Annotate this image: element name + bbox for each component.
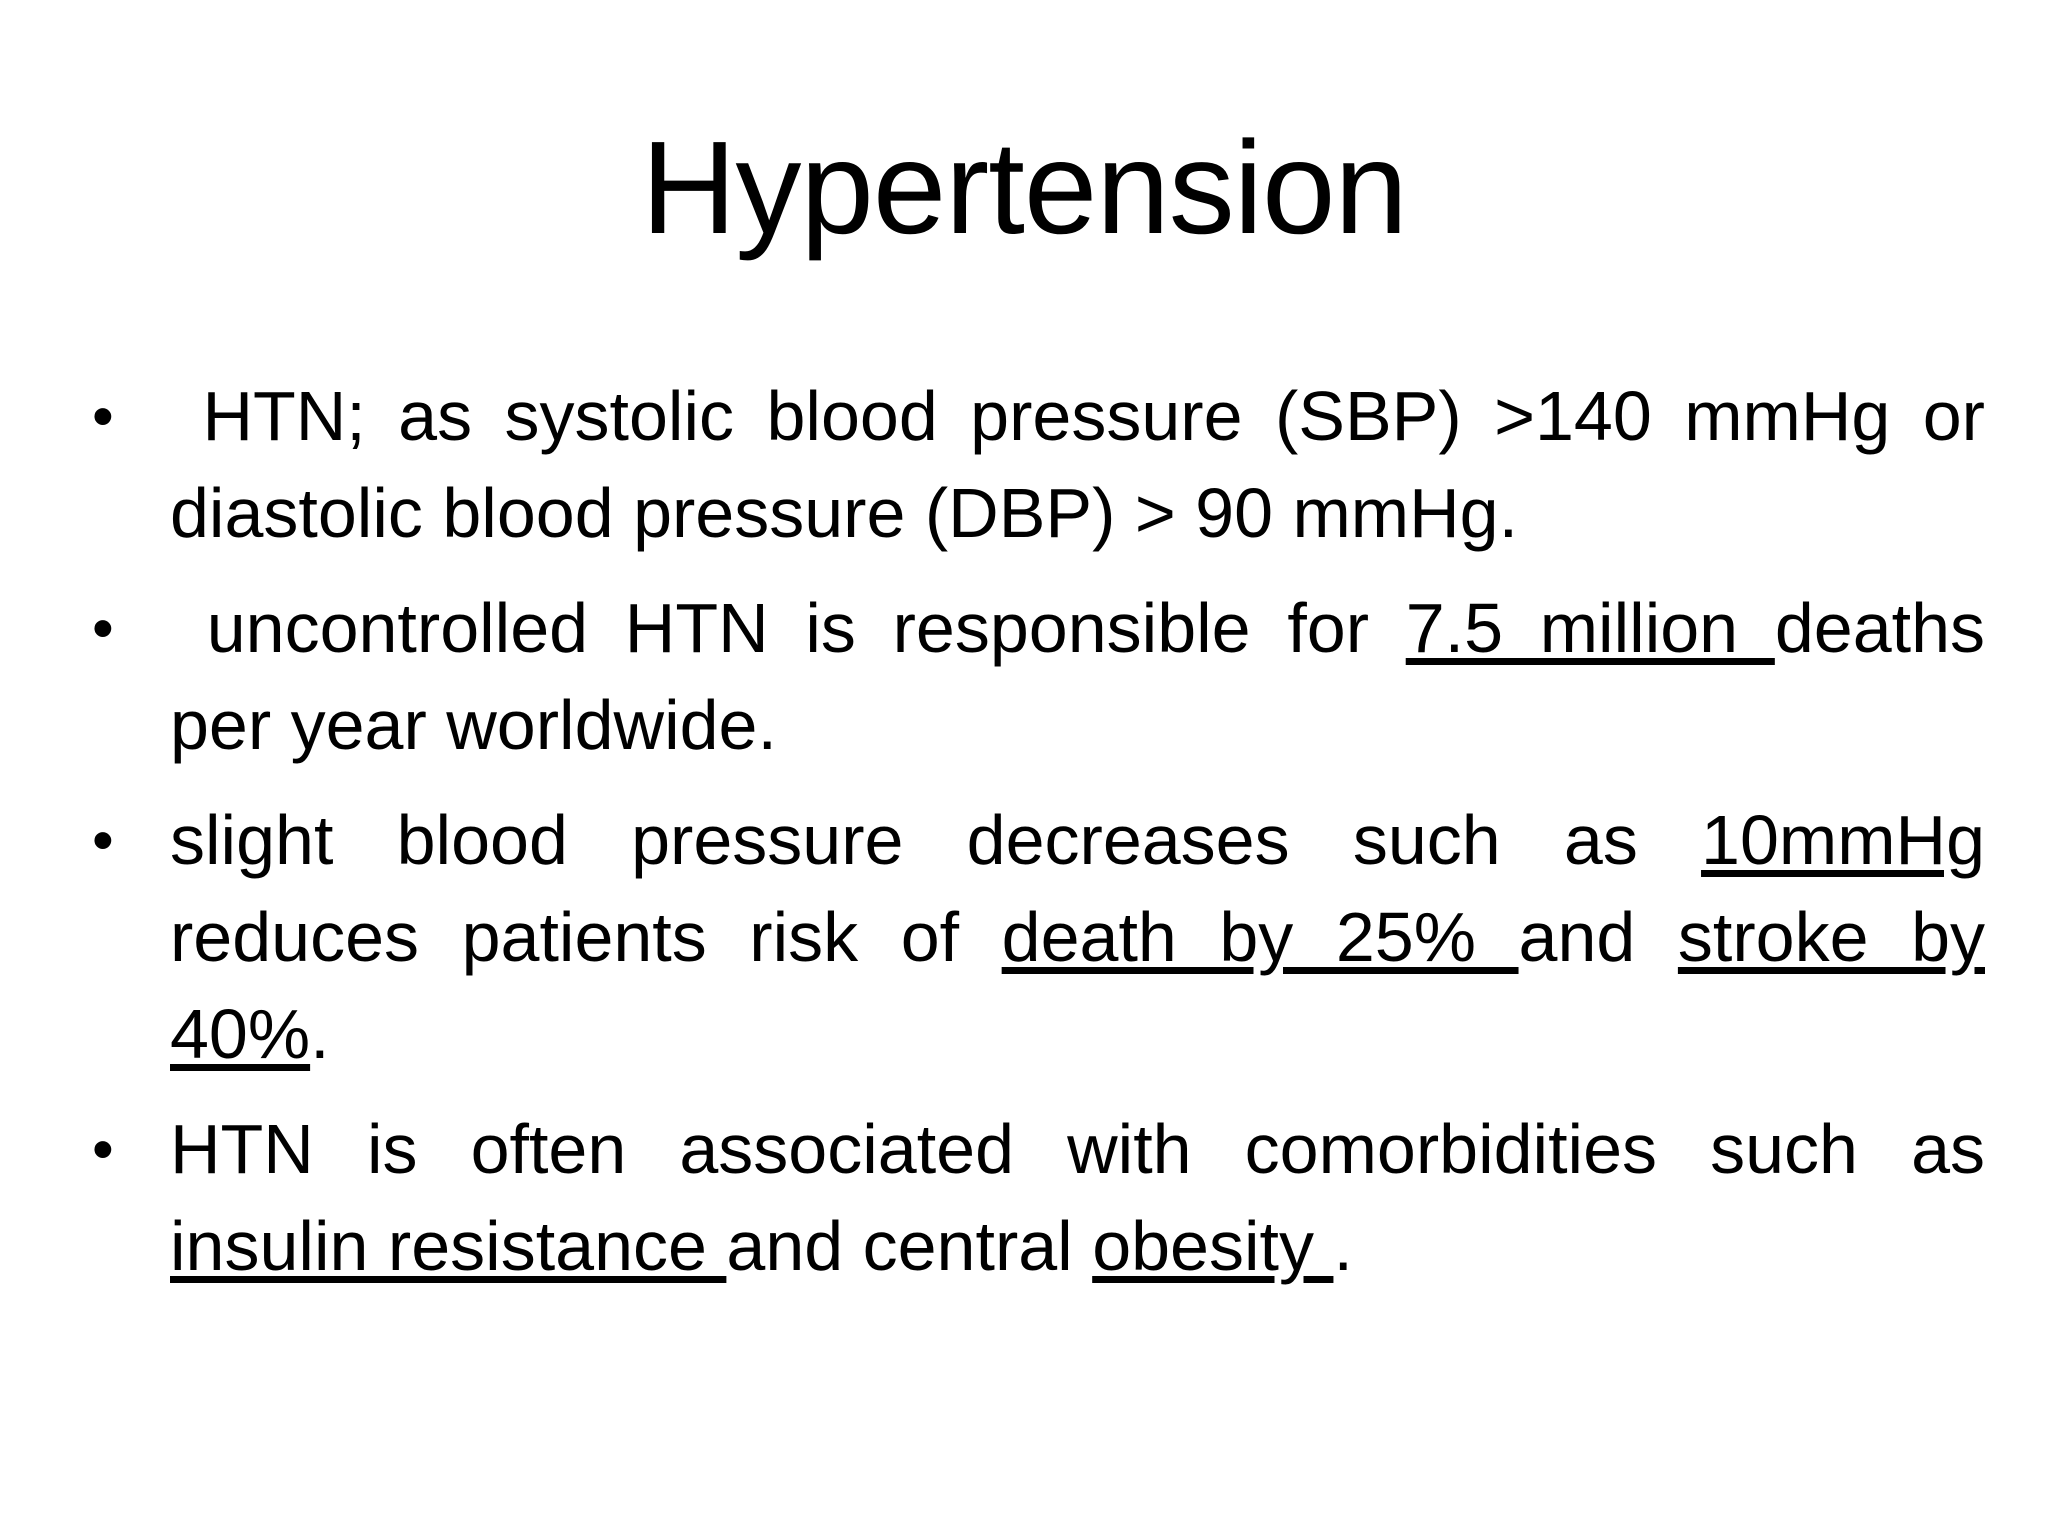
underlined-text: death by 25%	[1001, 898, 1519, 976]
text-segment: per year worldwide.	[170, 686, 777, 764]
bullet-line: uncontrolled HTN is responsible for 7.5 …	[170, 580, 1985, 677]
text-segment: HTN; as systolic blood pressure (SBP) >1…	[170, 377, 1985, 455]
bullet-line: diastolic blood pressure (DBP) > 90 mmHg…	[170, 465, 1985, 562]
text-segment: deaths	[1774, 589, 1985, 667]
text-segment: slight blood pressure decreases such as	[170, 801, 1702, 879]
text-segment: .	[1333, 1207, 1353, 1285]
slide-title: Hypertension	[641, 114, 1408, 261]
bullet-line: per year worldwide.	[170, 677, 1985, 774]
text-segment: uncontrolled HTN is responsible for	[170, 589, 1406, 667]
underlined-text: 40%	[170, 995, 311, 1073]
bullet-line: HTN is often associated with comorbiditi…	[170, 1101, 1985, 1198]
text-segment: .	[310, 995, 330, 1073]
underlined-text: obesity	[1092, 1207, 1334, 1285]
bullet-line: HTN; as systolic blood pressure (SBP) >1…	[170, 368, 1985, 465]
bullet-icon: •	[92, 382, 114, 451]
bullet-line: slight blood pressure decreases such as …	[170, 792, 1985, 889]
text-segment: HTN is often associated with comorbiditi…	[170, 1110, 1985, 1188]
bullet-icon: •	[92, 1115, 114, 1184]
text-segment: diastolic blood pressure (DBP) > 90 mmHg…	[170, 474, 1519, 552]
text-segment: reduces patients risk of	[170, 898, 1002, 976]
bullet-line: insulin resistance and central obesity .	[170, 1198, 1985, 1295]
text-segment: and	[1518, 898, 1678, 976]
bullet-item: • HTN is often associated with comorbidit…	[92, 1101, 1985, 1295]
underlined-text: stroke by	[1677, 898, 1985, 976]
bullet-line: 40%.	[170, 986, 1985, 1083]
underlined-text: insulin resistance	[170, 1207, 727, 1285]
text-segment: and central	[726, 1207, 1093, 1285]
bullet-item: • uncontrolled HTN is responsible for 7.…	[92, 580, 1985, 774]
bullet-icon: •	[92, 594, 114, 663]
underlined-text: 7.5 million	[1405, 589, 1775, 667]
bullet-item: • HTN; as systolic blood pressure (SBP) …	[92, 368, 1985, 562]
bullet-line: reduces patients risk of death by 25% an…	[170, 889, 1985, 986]
underlined-text: 10mmHg	[1701, 801, 1985, 879]
bullet-list: • HTN; as systolic blood pressure (SBP) …	[92, 368, 1985, 1313]
bullet-icon: •	[92, 806, 114, 875]
bullet-item: • slight blood pressure decreases such as…	[92, 792, 1985, 1083]
